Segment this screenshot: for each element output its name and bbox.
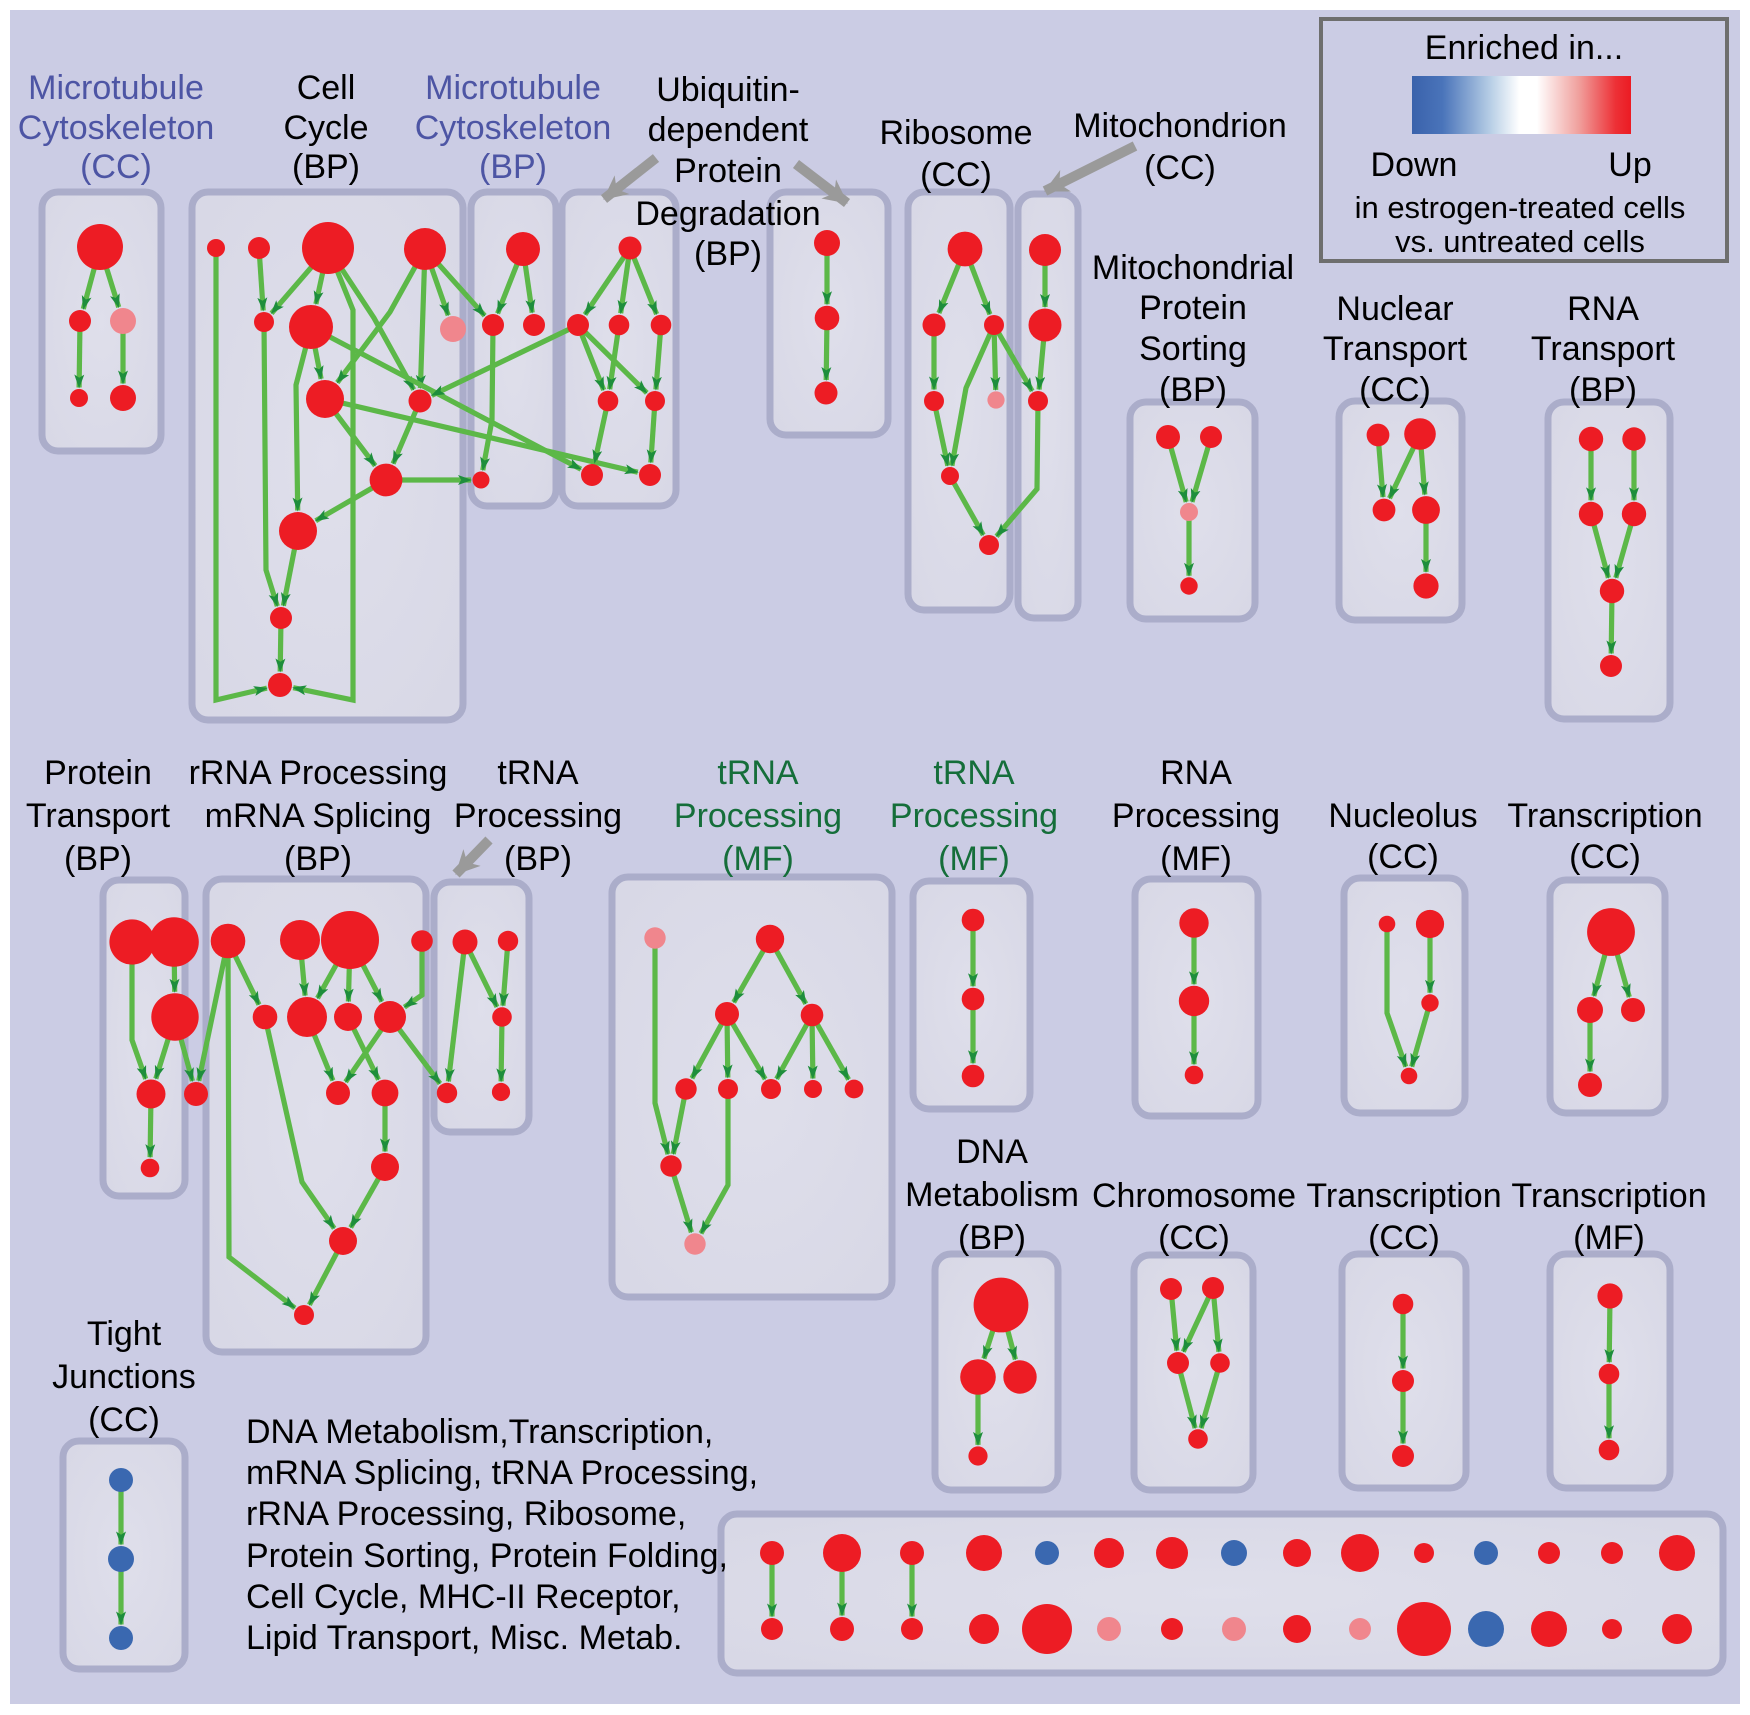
svg-text:Mitochondrion: Mitochondrion: [1073, 107, 1287, 145]
svg-text:tRNA: tRNA: [933, 754, 1015, 792]
svg-text:Cytoskeleton: Cytoskeleton: [18, 109, 215, 147]
svg-text:Lipid Transport, Misc. Metab.: Lipid Transport, Misc. Metab.: [246, 1619, 683, 1657]
svg-text:Ribosome: Ribosome: [879, 114, 1032, 152]
svg-text:Protein: Protein: [44, 754, 152, 792]
svg-text:(BP): (BP): [504, 840, 572, 878]
svg-text:(MF): (MF): [722, 840, 794, 878]
svg-text:RNA: RNA: [1567, 290, 1639, 328]
svg-text:rRNA Processing, Ribosome,: rRNA Processing, Ribosome,: [246, 1495, 686, 1533]
svg-text:Junctions: Junctions: [52, 1358, 196, 1396]
svg-text:(CC): (CC): [1158, 1219, 1230, 1257]
svg-text:Nuclear: Nuclear: [1336, 290, 1453, 328]
svg-text:(BP): (BP): [958, 1219, 1026, 1257]
svg-text:(CC): (CC): [1569, 838, 1641, 876]
svg-text:(BP): (BP): [1569, 371, 1637, 409]
svg-text:Down: Down: [1371, 146, 1458, 184]
svg-text:Cytoskeleton: Cytoskeleton: [415, 109, 612, 147]
svg-text:Nucleolus: Nucleolus: [1328, 797, 1477, 835]
svg-text:Cycle: Cycle: [283, 109, 368, 147]
svg-text:Protein Sorting, Protein Foldi: Protein Sorting, Protein Folding,: [246, 1537, 728, 1575]
svg-text:Protein: Protein: [1139, 289, 1247, 327]
svg-text:(CC): (CC): [80, 148, 152, 186]
svg-text:rRNA Processing: rRNA Processing: [189, 754, 448, 792]
svg-text:DNA Metabolism,Transcription,: DNA Metabolism,Transcription,: [246, 1413, 713, 1451]
svg-text:Transport: Transport: [26, 797, 171, 835]
svg-text:Tight: Tight: [87, 1315, 162, 1353]
svg-text:(CC): (CC): [1359, 371, 1431, 409]
svg-text:(CC): (CC): [88, 1401, 160, 1439]
svg-text:Cell: Cell: [297, 69, 356, 107]
svg-text:(BP): (BP): [479, 148, 547, 186]
svg-text:Processing: Processing: [1112, 797, 1280, 835]
svg-text:(CC): (CC): [1367, 838, 1439, 876]
svg-text:Processing: Processing: [454, 797, 622, 835]
svg-text:Chromosome: Chromosome: [1092, 1177, 1296, 1215]
svg-text:(BP): (BP): [1159, 371, 1227, 409]
svg-text:Transport: Transport: [1323, 330, 1468, 368]
svg-text:(MF): (MF): [1573, 1219, 1645, 1257]
svg-text:Transcription: Transcription: [1507, 797, 1702, 835]
svg-text:Degradation: Degradation: [635, 195, 820, 233]
svg-text:(BP): (BP): [292, 148, 360, 186]
svg-text:(BP): (BP): [64, 840, 132, 878]
svg-text:(BP): (BP): [694, 235, 762, 273]
svg-text:in estrogen-treated cells: in estrogen-treated cells: [1355, 190, 1686, 225]
svg-text:Transcription: Transcription: [1511, 1177, 1706, 1215]
svg-text:Up: Up: [1608, 146, 1651, 184]
svg-text:Processing: Processing: [890, 797, 1058, 835]
svg-text:Transcription: Transcription: [1306, 1177, 1501, 1215]
svg-text:mRNA Splicing, tRNA Processing: mRNA Splicing, tRNA Processing,: [246, 1454, 758, 1492]
svg-text:Cell Cycle, MHC-II Receptor,: Cell Cycle, MHC-II Receptor,: [246, 1578, 681, 1616]
svg-text:tRNA: tRNA: [497, 754, 579, 792]
svg-text:Mitochondrial: Mitochondrial: [1092, 249, 1294, 287]
svg-text:RNA: RNA: [1160, 754, 1232, 792]
svg-text:(BP): (BP): [284, 840, 352, 878]
svg-text:Microtubule: Microtubule: [28, 69, 204, 107]
svg-text:Metabolism: Metabolism: [905, 1176, 1079, 1214]
svg-text:(CC): (CC): [1368, 1219, 1440, 1257]
svg-text:Processing: Processing: [674, 797, 842, 835]
svg-text:Transport: Transport: [1531, 330, 1676, 368]
svg-text:Microtubule: Microtubule: [425, 69, 601, 107]
svg-text:(MF): (MF): [1160, 840, 1232, 878]
svg-text:Protein: Protein: [674, 152, 782, 190]
svg-text:tRNA: tRNA: [717, 754, 799, 792]
svg-text:Enriched in...: Enriched in...: [1425, 29, 1623, 67]
svg-text:(MF): (MF): [938, 840, 1010, 878]
svg-text:Sorting: Sorting: [1139, 330, 1247, 368]
svg-text:dependent: dependent: [648, 111, 809, 149]
svg-text:mRNA Splicing: mRNA Splicing: [205, 797, 432, 835]
svg-text:(CC): (CC): [1144, 149, 1216, 187]
svg-text:vs. untreated cells: vs. untreated cells: [1395, 224, 1645, 259]
svg-text:Ubiquitin-: Ubiquitin-: [656, 71, 800, 109]
svg-text:DNA: DNA: [956, 1133, 1028, 1171]
svg-text:(CC): (CC): [920, 156, 992, 194]
